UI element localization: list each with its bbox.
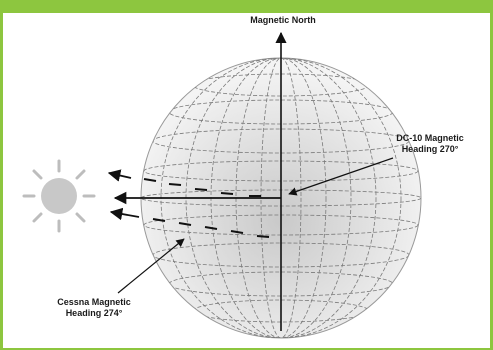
lower-track-arrow <box>109 207 140 221</box>
cessna-label-line1: Cessna Magnetic <box>57 297 131 307</box>
cessna-label-leader <box>117 238 185 294</box>
magnetic-north-label: Magnetic North <box>221 15 345 26</box>
dc10-label: DC-10 Magnetic Heading 270° <box>375 133 485 155</box>
cessna-label: Cessna Magnetic Heading 274° <box>39 297 149 319</box>
dc10-label-leader <box>288 157 394 196</box>
magnetic-heading-diagram <box>22 31 422 339</box>
cessna-track-dashes <box>152 218 270 238</box>
magnetic-north-text: Magnetic North <box>250 15 316 25</box>
dc10-label-line1: DC-10 Magnetic <box>396 133 464 143</box>
upper-track-arrow <box>107 169 132 182</box>
sun-icon <box>22 159 96 233</box>
diagram-panel: Magnetic North DC-10 Magnetic Heading 27… <box>3 13 490 348</box>
dc10-label-line2: Heading 270° <box>401 144 459 154</box>
dc10-track-dashes <box>143 178 261 197</box>
cessna-label-line2: Heading 274° <box>65 308 123 318</box>
